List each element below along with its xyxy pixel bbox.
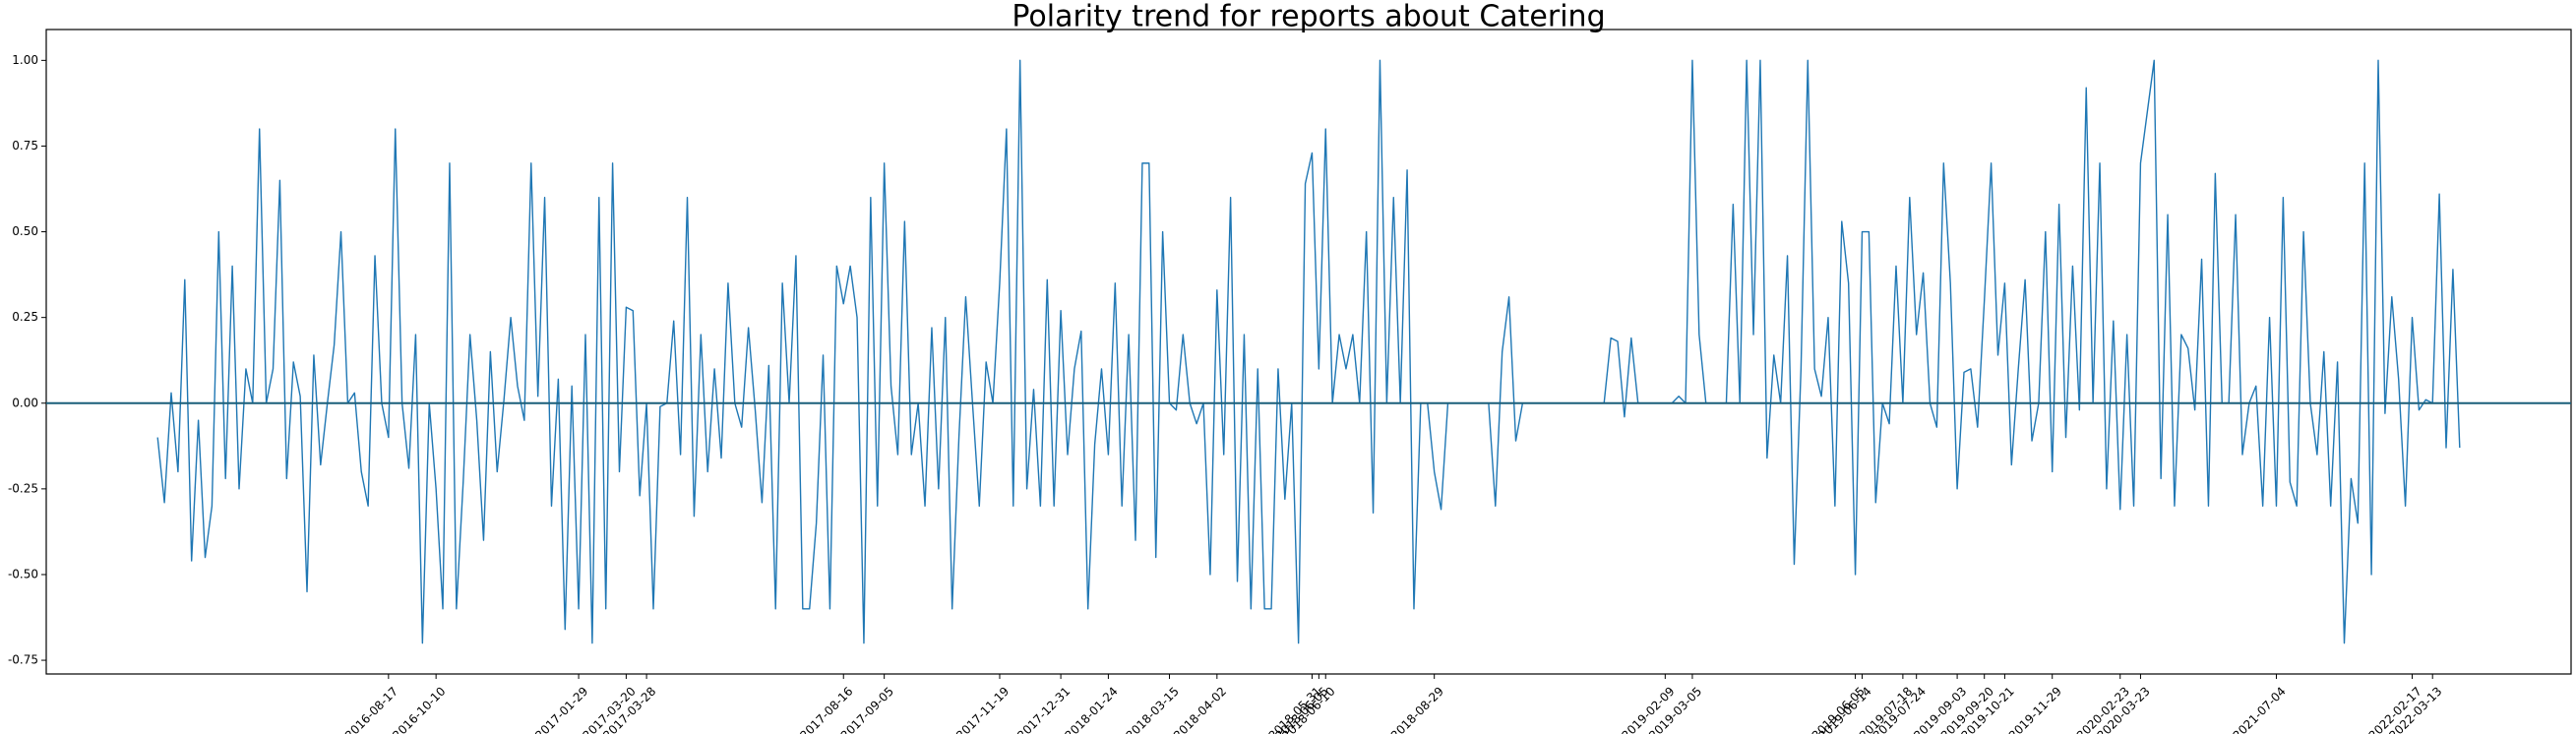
chart-title: Polarity trend for reports about Caterin… bbox=[1012, 0, 1605, 34]
y-tick-label: -0.25 bbox=[8, 481, 38, 495]
x-tick-label: 2021-07-04 bbox=[2231, 684, 2289, 734]
x-tick-label: 2018-01-24 bbox=[1063, 684, 1121, 734]
x-tick-label: 2018-03-15 bbox=[1124, 684, 1182, 734]
x-tick-label: 2016-08-17 bbox=[342, 684, 400, 734]
x-tick-label: 2017-01-29 bbox=[532, 684, 590, 734]
y-tick-label: 0.00 bbox=[12, 396, 38, 409]
data-line bbox=[156, 59, 2461, 644]
y-tick-label: 0.25 bbox=[12, 310, 38, 324]
x-tick-label: 2018-08-29 bbox=[1388, 684, 1446, 734]
x-tick-label: 2017-12-31 bbox=[1014, 684, 1073, 734]
plot-frame bbox=[45, 29, 2572, 675]
y-tick-label: 0.75 bbox=[12, 139, 38, 153]
y-tick-label: -0.75 bbox=[8, 653, 38, 667]
y-tick-label: -0.50 bbox=[8, 567, 38, 581]
y-tick-label: 0.50 bbox=[12, 224, 38, 238]
x-tick-label: 2019-11-29 bbox=[2006, 684, 2064, 734]
x-tick-label: 2017-11-19 bbox=[953, 684, 1012, 734]
x-tick-label: 2018-04-02 bbox=[1171, 684, 1229, 734]
y-tick-label: 1.00 bbox=[12, 53, 38, 67]
x-tick-label: 2016-10-10 bbox=[390, 684, 448, 734]
